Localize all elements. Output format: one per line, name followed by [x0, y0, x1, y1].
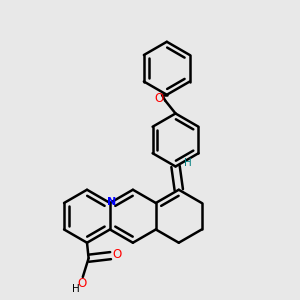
Text: H: H [184, 158, 192, 168]
Text: H: H [73, 284, 80, 294]
Text: O: O [77, 277, 86, 290]
Text: O: O [112, 248, 122, 261]
Text: N: N [107, 197, 116, 207]
Text: O: O [155, 92, 164, 106]
